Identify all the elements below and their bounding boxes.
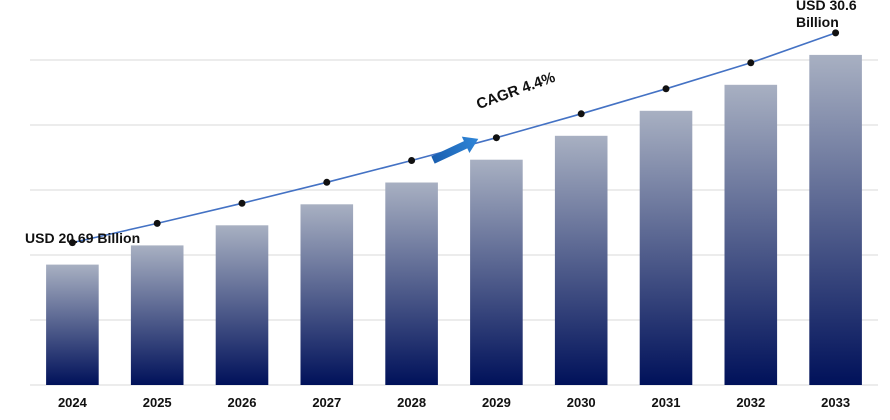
x-tick-label: 2027	[312, 395, 341, 410]
x-axis-tick-labels: 2024 2025 2026 2027 2028 2029 2030 2031 2032 2033	[58, 395, 850, 410]
start-value-label: USD 20.69 Billion	[25, 230, 141, 246]
x-tick-label: 2033	[821, 395, 850, 410]
trend-marker	[408, 157, 416, 164]
x-tick-label: 2032	[736, 395, 765, 410]
trend-line	[72, 32, 836, 244]
x-tick-label: 2024	[58, 395, 88, 410]
x-tick-label: 2025	[143, 395, 172, 410]
bar-2027	[300, 204, 354, 385]
x-tick-label: 2030	[567, 395, 596, 410]
bars	[46, 54, 862, 386]
x-tick-label: 2029	[482, 395, 511, 410]
x-tick-label: 2028	[397, 395, 426, 410]
trend-markers	[68, 29, 840, 247]
bar-2032	[724, 84, 778, 386]
bar-2033	[809, 54, 862, 386]
cagr-arrow	[431, 136, 479, 164]
end-value-label: USD 30.6 Billion	[796, 0, 857, 31]
trend-marker	[68, 239, 76, 247]
bar-2031	[639, 110, 693, 386]
end-value-line2: Billion	[796, 14, 839, 30]
bar-2030	[554, 135, 608, 385]
trend-marker	[662, 85, 670, 93]
bar-2029	[470, 159, 523, 385]
bar-2026	[215, 225, 269, 385]
trend-marker	[153, 219, 161, 227]
bar-2024	[46, 264, 99, 385]
trend-marker	[492, 134, 500, 142]
trend-marker	[747, 59, 755, 67]
bar-2025	[130, 245, 184, 385]
x-tick-label: 2026	[228, 395, 257, 410]
trend-marker	[832, 29, 840, 37]
x-tick-label: 2031	[652, 395, 681, 410]
end-value-line1: USD 30.6	[796, 0, 857, 13]
trend-marker	[323, 178, 331, 186]
bar-2028	[385, 182, 438, 385]
trend-marker	[238, 199, 246, 207]
trend-marker	[577, 110, 585, 118]
